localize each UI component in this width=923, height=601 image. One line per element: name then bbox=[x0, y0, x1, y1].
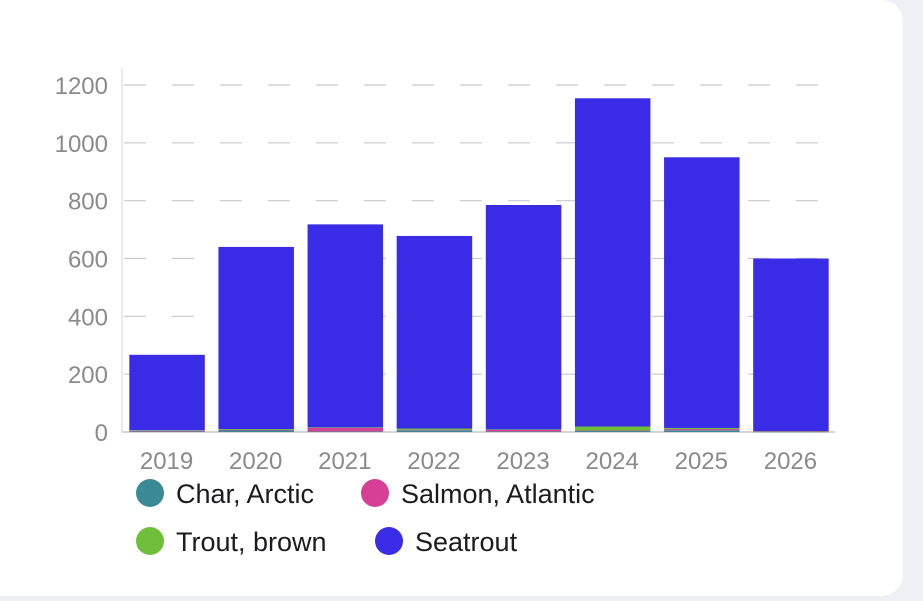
legend-swatch[interactable] bbox=[361, 479, 389, 507]
bar-segment[interactable] bbox=[218, 246, 294, 430]
bar-segment[interactable] bbox=[396, 235, 473, 429]
x-tick-label: 2022 bbox=[407, 448, 460, 475]
y-axis: 0 200 400 600 800 1000 1200 bbox=[55, 68, 123, 447]
bar-segment[interactable] bbox=[307, 427, 384, 428]
bar-segment[interactable] bbox=[664, 157, 740, 428]
bar-segment[interactable] bbox=[753, 431, 829, 433]
y-tick-label: 800 bbox=[68, 189, 108, 216]
bar-segment[interactable] bbox=[574, 430, 651, 432]
bar-segment[interactable] bbox=[129, 430, 205, 431]
x-tick-label: 2024 bbox=[585, 448, 638, 475]
bar-segment[interactable] bbox=[485, 429, 562, 432]
bar-segment[interactable] bbox=[574, 430, 651, 432]
x-tick-label: 2023 bbox=[496, 448, 549, 475]
x-axis: 2019 2020 2021 2022 2023 2024 2025 2026 bbox=[140, 448, 817, 475]
bar-segment[interactable] bbox=[574, 426, 651, 431]
bar-segment[interactable] bbox=[485, 429, 562, 430]
bar-segment[interactable] bbox=[753, 431, 829, 432]
bar-segment[interactable] bbox=[753, 258, 829, 432]
legend-label[interactable]: Trout, brown bbox=[176, 527, 327, 557]
y-tick-label: 400 bbox=[68, 304, 108, 331]
legend-label[interactable]: Seatrout bbox=[415, 527, 518, 557]
bar-segment[interactable] bbox=[218, 429, 294, 431]
bar-segment[interactable] bbox=[307, 431, 384, 432]
x-tick-label: 2021 bbox=[318, 448, 371, 475]
legend-swatch[interactable] bbox=[136, 527, 164, 555]
y-tick-label: 1000 bbox=[55, 131, 108, 158]
bar-segment[interactable] bbox=[396, 428, 473, 430]
bar-segment[interactable] bbox=[485, 205, 562, 430]
bar-segment[interactable] bbox=[218, 429, 294, 430]
bar-segment[interactable] bbox=[307, 224, 384, 428]
bar-segment[interactable] bbox=[129, 431, 205, 432]
bars bbox=[129, 98, 829, 433]
bar-segment[interactable] bbox=[396, 429, 473, 431]
bar-segment[interactable] bbox=[485, 431, 562, 432]
y-tick-label: 0 bbox=[95, 420, 108, 447]
legend-swatch[interactable] bbox=[136, 479, 164, 507]
bar-segment[interactable] bbox=[129, 354, 205, 431]
bar-segment[interactable] bbox=[664, 429, 740, 431]
x-tick-label: 2020 bbox=[229, 448, 282, 475]
bar-segment[interactable] bbox=[129, 430, 205, 432]
legend-label[interactable]: Char, Arctic bbox=[176, 479, 314, 509]
legend: Char, Arctic Salmon, Atlantic Trout, brown… bbox=[136, 479, 595, 557]
y-tick-label: 600 bbox=[68, 247, 108, 274]
x-tick-label: 2026 bbox=[764, 448, 817, 475]
bar-segment[interactable] bbox=[396, 430, 473, 432]
x-tick-label: 2019 bbox=[140, 448, 193, 475]
y-tick-label: 1200 bbox=[55, 73, 108, 100]
y-tick-label: 200 bbox=[68, 362, 108, 389]
bar-segment[interactable] bbox=[307, 427, 384, 432]
bar-segment[interactable] bbox=[664, 427, 740, 430]
bar-segment[interactable] bbox=[574, 98, 651, 427]
legend-label[interactable]: Salmon, Atlantic bbox=[401, 479, 595, 509]
legend-swatch[interactable] bbox=[375, 527, 403, 555]
bar-segment[interactable] bbox=[218, 430, 294, 432]
bar-segment[interactable] bbox=[664, 430, 740, 432]
x-tick-label: 2025 bbox=[675, 448, 728, 475]
bar-segment[interactable] bbox=[753, 431, 829, 432]
